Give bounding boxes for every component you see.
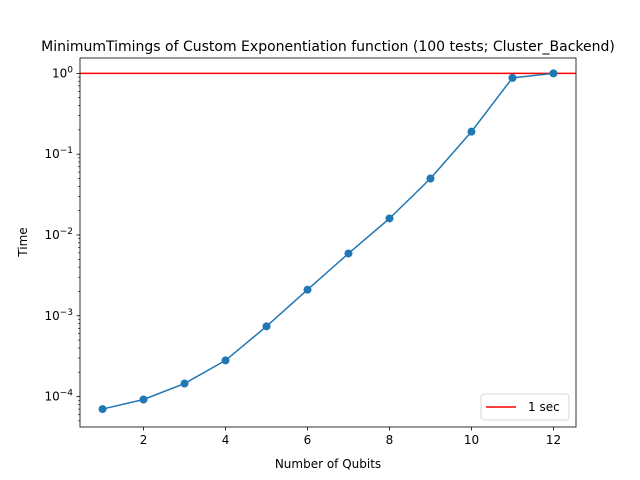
legend-box — [480, 393, 570, 421]
chart-title: MinimumTimings of Custom Exponentiation … — [41, 39, 615, 55]
data-point — [180, 379, 189, 388]
x-tick-label: 12 — [546, 433, 561, 447]
data-point — [303, 285, 312, 294]
y-axis: 10−4 10−3 10−2 10−1 100 — [44, 65, 80, 422]
y-tick-label: 10−2 — [44, 227, 73, 242]
legend: 1 sec — [480, 393, 570, 421]
legend-label-1-sec: 1 sec — [528, 400, 560, 414]
data-point — [549, 69, 558, 78]
x-tick-label: 2 — [140, 433, 148, 447]
y-tick-label: 10−4 — [44, 389, 73, 404]
x-tick-label: 10 — [464, 433, 479, 447]
x-tick-label: 6 — [304, 433, 312, 447]
data-point — [508, 73, 517, 82]
y-tick-label: 100 — [52, 65, 73, 80]
y-tick-label: 10−1 — [44, 146, 73, 161]
x-axis: 2 4 6 8 10 12 — [140, 427, 561, 447]
data-point — [344, 249, 353, 258]
data-point — [467, 127, 476, 136]
data-point — [426, 174, 435, 183]
data-point — [385, 214, 394, 223]
series-line — [102, 72, 554, 410]
data-point — [262, 322, 271, 331]
x-tick-label: 4 — [222, 433, 230, 447]
data-point — [98, 405, 107, 414]
plot-area — [80, 69, 576, 414]
x-axis-label: Number of Qubits — [275, 457, 381, 471]
y-axis-label: Time — [16, 227, 30, 257]
x-tick-label: 8 — [386, 433, 394, 447]
data-point — [221, 356, 230, 365]
data-point — [139, 395, 148, 404]
y-tick-label: 10−3 — [44, 308, 73, 323]
